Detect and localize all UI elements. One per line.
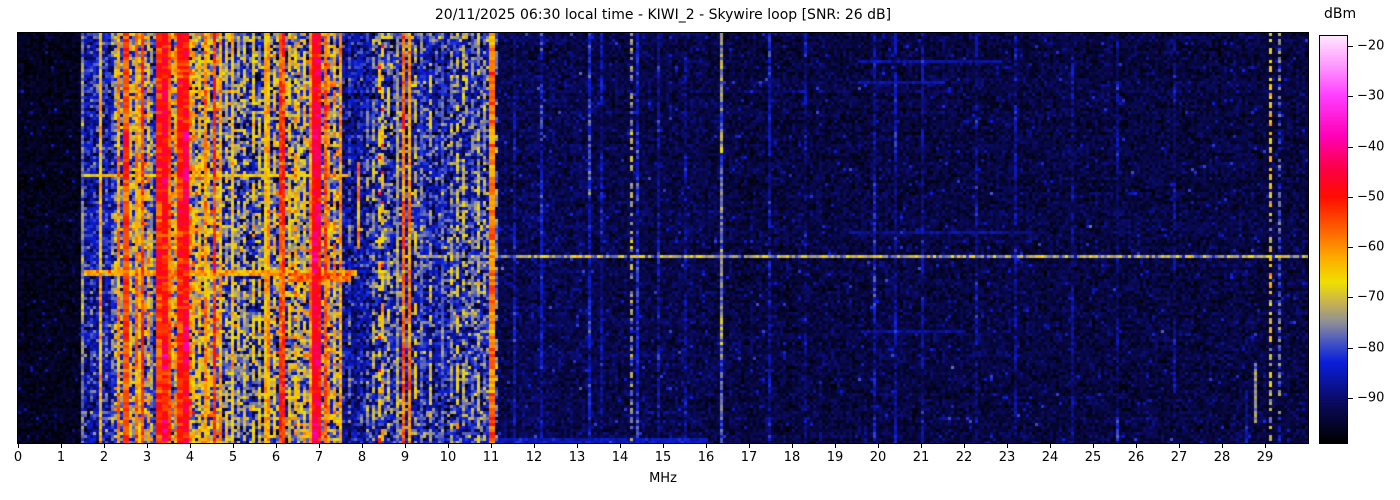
x-tick-mark	[1050, 444, 1051, 448]
plot-area	[17, 32, 1309, 444]
x-tick-label: 4	[185, 450, 195, 465]
x-tick-label: 12	[525, 450, 543, 465]
x-tick-mark	[835, 444, 836, 448]
colorbar-tick-label: −60	[1357, 239, 1385, 255]
x-tick-label: 22	[955, 450, 973, 465]
colorbar-tick-mark	[1348, 247, 1353, 249]
x-tick-mark	[663, 444, 664, 448]
colorbar-tick-mark	[1348, 196, 1353, 198]
x-tick-mark	[18, 444, 19, 448]
colorbar	[1319, 35, 1348, 444]
x-tick-label: 13	[568, 450, 586, 465]
x-tick-mark	[1007, 444, 1008, 448]
x-tick-mark	[1265, 444, 1266, 448]
x-tick-label: 26	[1127, 450, 1145, 465]
chart-title: 20/11/2025 06:30 local time - KIWI_2 - S…	[434, 7, 892, 23]
x-tick-label: 8	[357, 450, 367, 465]
x-tick-label: 21	[912, 450, 930, 465]
colorbar-tick-label: −30	[1357, 88, 1385, 104]
colorbar-label: dBm	[1324, 6, 1357, 22]
x-tick-label: 23	[998, 450, 1016, 465]
x-tick-mark	[319, 444, 320, 448]
x-tick-mark	[1093, 444, 1094, 448]
x-tick-label: 14	[611, 450, 629, 465]
colorbar-tick-mark	[1348, 46, 1353, 48]
waterfall-heatmap	[18, 33, 1308, 443]
x-tick-label: 11	[482, 450, 500, 465]
x-tick-mark	[405, 444, 406, 448]
x-tick-label: 20	[869, 450, 887, 465]
x-tick-mark	[534, 444, 535, 448]
x-tick-label: 28	[1213, 450, 1231, 465]
x-tick-label: 18	[783, 450, 801, 465]
x-tick-label: 3	[142, 450, 152, 465]
x-tick-mark	[61, 444, 62, 448]
colorbar-tick-label: −50	[1357, 189, 1385, 205]
colorbar-tick-mark	[1348, 146, 1353, 148]
x-tick-mark	[104, 444, 105, 448]
x-tick-label: 16	[697, 450, 715, 465]
x-tick-mark	[1179, 444, 1180, 448]
x-tick-mark	[878, 444, 879, 448]
x-tick-mark	[190, 444, 191, 448]
x-tick-mark	[620, 444, 621, 448]
x-tick-label: 19	[826, 450, 844, 465]
colorbar-tick-label: −20	[1357, 38, 1385, 54]
x-tick-label: 29	[1256, 450, 1274, 465]
colorbar-gradient	[1320, 36, 1347, 443]
x-tick-mark	[233, 444, 234, 448]
x-tick-mark	[448, 444, 449, 448]
colorbar-tick-mark	[1348, 347, 1353, 349]
x-tick-mark	[577, 444, 578, 448]
x-tick-label: 25	[1084, 450, 1102, 465]
x-tick-mark	[1222, 444, 1223, 448]
x-tick-label: 7	[314, 450, 324, 465]
x-tick-label: 2	[99, 450, 109, 465]
colorbar-tick-label: −40	[1357, 139, 1385, 155]
x-tick-label: 10	[439, 450, 457, 465]
x-tick-mark	[792, 444, 793, 448]
x-tick-mark	[1136, 444, 1137, 448]
colorbar-tick-mark	[1348, 297, 1353, 299]
x-tick-label: 17	[740, 450, 758, 465]
x-tick-mark	[147, 444, 148, 448]
x-tick-label: 15	[654, 450, 672, 465]
x-tick-mark	[276, 444, 277, 448]
x-tick-label: 0	[13, 450, 23, 465]
x-tick-mark	[921, 444, 922, 448]
x-tick-label: 27	[1170, 450, 1188, 465]
x-tick-label: 6	[271, 450, 281, 465]
x-tick-label: 1	[56, 450, 66, 465]
x-tick-mark	[749, 444, 750, 448]
x-tick-mark	[706, 444, 707, 448]
x-tick-mark	[964, 444, 965, 448]
colorbar-tick-mark	[1348, 96, 1353, 98]
x-axis-label: MHz	[649, 471, 677, 486]
colorbar-tick-mark	[1348, 397, 1353, 399]
x-tick-label: 5	[228, 450, 238, 465]
x-tick-label: 24	[1041, 450, 1059, 465]
x-tick-mark	[491, 444, 492, 448]
x-tick-label: 9	[400, 450, 410, 465]
x-tick-mark	[362, 444, 363, 448]
colorbar-tick-label: −90	[1357, 390, 1385, 406]
colorbar-tick-label: −80	[1357, 340, 1385, 356]
colorbar-tick-label: −70	[1357, 289, 1385, 305]
